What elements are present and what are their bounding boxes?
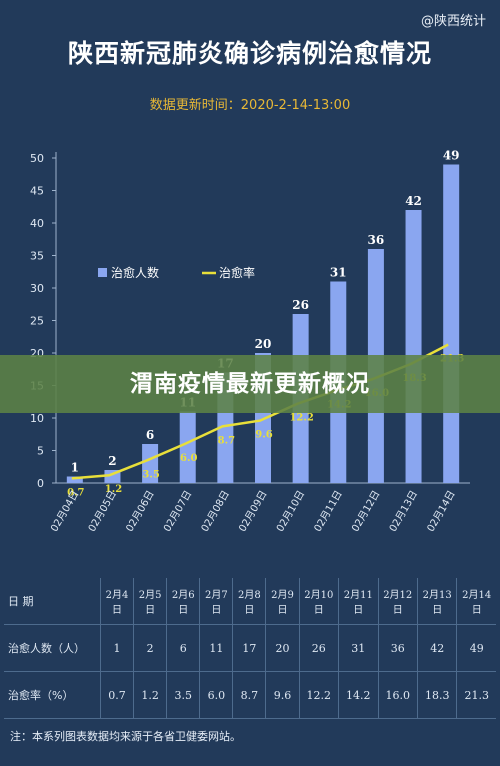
table-cell: 36 xyxy=(378,624,418,672)
bar-value-label: 1 xyxy=(71,461,79,475)
table-cell: 21.3 xyxy=(464,688,489,702)
x-tick-label: 02月10日 xyxy=(274,489,307,534)
table-row: 治愈人数（人） 1 2 6 11 17 20 26 31 36 42 49 xyxy=(4,624,496,672)
table-cell: 2月11日 xyxy=(338,578,379,625)
table-row: 治愈率（%） 0.7 1.2 3.5 6.0 8.7 9.6 12.2 14.2 16.0 18.3… xyxy=(4,671,496,719)
y-tick-label: 5 xyxy=(37,445,44,458)
data-table: 日 期 2月4日 2月5日 2月6日 2月7日 2月8日 2月9日 2月10日 2月11日 2月1… xyxy=(4,578,496,719)
bar xyxy=(66,476,83,483)
table-cell: 2月10日 xyxy=(299,578,340,625)
table-cell: 2月12日 xyxy=(378,578,418,625)
headline-banner: 渭南疫情最新更新概况 xyxy=(0,355,500,413)
line-value-label: 9.6 xyxy=(255,430,272,441)
y-tick-label: 45 xyxy=(30,185,44,198)
table-cell: 11 xyxy=(199,624,234,672)
headline-text: 渭南疫情最新更新概况 xyxy=(130,371,370,397)
y-tick-label: 35 xyxy=(30,250,44,263)
bar xyxy=(179,411,196,483)
bar-value-label: 31 xyxy=(330,266,347,280)
y-tick-label: 50 xyxy=(30,152,44,165)
table-row-label: 日 期 xyxy=(4,578,101,625)
bar-value-label: 6 xyxy=(146,428,154,442)
bar-value-label: 42 xyxy=(405,194,422,208)
x-tick-label: 02月07日 xyxy=(161,489,194,534)
x-tick-label: 02月06日 xyxy=(124,489,157,534)
x-tick-label: 02月04日 xyxy=(48,489,81,534)
table-cell: 17 xyxy=(232,624,267,672)
page-title: 陕西新冠肺炎确诊病例治愈情况 xyxy=(67,39,432,68)
bar xyxy=(443,164,460,483)
y-tick-label: 10 xyxy=(30,412,44,425)
x-tick-label: 02月13日 xyxy=(387,489,420,534)
table-cell: 2月7日 xyxy=(199,578,234,625)
line-value-label: 3.5 xyxy=(142,469,159,480)
table-cell: 2月4日 xyxy=(100,578,135,625)
table-cell: 6 xyxy=(166,624,201,672)
line-value-label: 6.0 xyxy=(180,453,197,464)
line-value-label: 0.7 xyxy=(67,487,84,498)
table-row-label: 治愈人数（人） xyxy=(4,624,101,672)
bar-value-label: 49 xyxy=(443,149,460,163)
table-cell: 2月5日 xyxy=(133,578,168,625)
table-cell: 14.2 xyxy=(338,671,379,719)
bar-value-label: 26 xyxy=(292,298,309,312)
legend-line-label: 治愈率 xyxy=(219,265,255,280)
legend-bar-swatch xyxy=(98,268,107,277)
table-cell: 16.0 xyxy=(378,671,418,719)
legend-bar-label: 治愈人数 xyxy=(111,265,159,280)
y-tick-label: 25 xyxy=(30,315,44,328)
x-tick-label: 02月12日 xyxy=(349,489,382,534)
x-tick-label: 02月09日 xyxy=(236,489,269,534)
table-header-row: 日 期 2月4日 2月5日 2月6日 2月7日 2月8日 2月9日 2月10日 2月11日 2月1… xyxy=(4,578,496,625)
x-tick-label: 02月14日 xyxy=(425,489,458,534)
table-cell: 8.7 xyxy=(232,671,267,719)
y-tick-label: 40 xyxy=(30,217,44,230)
bar xyxy=(405,210,422,483)
table-cell: 12.2 xyxy=(299,671,340,719)
table-cell: 18.3 xyxy=(417,671,458,719)
table-cell: 9.6 xyxy=(265,671,300,719)
table-cell: 20 xyxy=(265,624,300,672)
table-cell: 0.7 xyxy=(100,671,135,719)
update-time: 数据更新时间：2020-2-14-13:00 xyxy=(149,98,351,113)
line-value-label: 8.7 xyxy=(218,435,235,446)
table-cell: 1 xyxy=(100,624,135,672)
table-cell: 2 xyxy=(133,624,168,672)
x-tick-label: 02月08日 xyxy=(199,489,232,534)
table-cell: 2月8日 xyxy=(232,578,267,625)
bar-value-label: 36 xyxy=(368,233,385,247)
y-tick-label: 30 xyxy=(30,282,44,295)
table-cell: 2月6日 xyxy=(166,578,201,625)
table-cell: 2月14日 xyxy=(462,590,492,616)
table-row-label: 治愈率（%） xyxy=(4,671,101,719)
table-cell: 31 xyxy=(338,624,379,672)
x-tick-label: 02月11日 xyxy=(312,489,345,534)
table-cell: 6.0 xyxy=(199,671,234,719)
table-cell: 2月9日 xyxy=(265,578,300,625)
table-cell: 3.5 xyxy=(166,671,201,719)
table-cell: 2月13日 xyxy=(417,578,458,625)
table-cell: 26 xyxy=(299,624,340,672)
table-cell: 42 xyxy=(417,624,458,672)
line-value-label: 12.2 xyxy=(289,413,313,424)
bar xyxy=(142,444,159,483)
bar-value-label: 20 xyxy=(255,337,272,351)
y-tick-label: 0 xyxy=(37,477,44,490)
x-tick-label: 02月05日 xyxy=(86,489,119,534)
source-label: @陕西统计 xyxy=(420,14,486,29)
line-value-label: 1.2 xyxy=(105,484,122,495)
bar-value-label: 2 xyxy=(108,454,116,468)
table-cell: 1.2 xyxy=(133,671,168,719)
table-cell: 49 xyxy=(469,641,484,655)
source-note: 注：本系列图表数据均来源于各省卫健委网站。 xyxy=(10,730,241,743)
